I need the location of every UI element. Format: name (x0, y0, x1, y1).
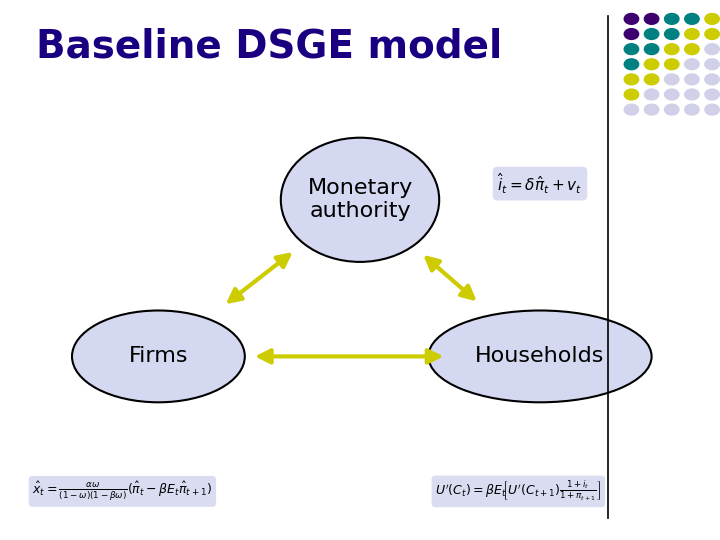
Text: Households: Households (475, 346, 605, 367)
Circle shape (705, 89, 719, 100)
Circle shape (644, 59, 659, 70)
Text: $\hat{x}_t = \frac{\alpha\omega}{(1-\omega)(1-\beta\omega)}(\hat{\pi}_t - \beta : $\hat{x}_t = \frac{\alpha\omega}{(1-\ome… (32, 480, 212, 503)
Circle shape (705, 104, 719, 115)
Circle shape (685, 29, 699, 39)
Circle shape (665, 44, 679, 55)
Circle shape (705, 29, 719, 39)
Ellipse shape (281, 138, 439, 262)
Text: Baseline DSGE model: Baseline DSGE model (36, 27, 503, 65)
Circle shape (665, 29, 679, 39)
Circle shape (624, 44, 639, 55)
Circle shape (644, 89, 659, 100)
Circle shape (624, 14, 639, 24)
Circle shape (665, 104, 679, 115)
Circle shape (665, 59, 679, 70)
Circle shape (685, 89, 699, 100)
Circle shape (685, 74, 699, 85)
Circle shape (705, 59, 719, 70)
Text: Monetary
authority: Monetary authority (307, 178, 413, 221)
Circle shape (705, 74, 719, 85)
Circle shape (644, 14, 659, 24)
Circle shape (624, 104, 639, 115)
Circle shape (665, 89, 679, 100)
Circle shape (644, 104, 659, 115)
Circle shape (665, 14, 679, 24)
Ellipse shape (72, 310, 245, 402)
Circle shape (624, 59, 639, 70)
Circle shape (624, 74, 639, 85)
Text: $\hat{i}_t = \delta\hat{\pi}_t + v_t$: $\hat{i}_t = \delta\hat{\pi}_t + v_t$ (498, 171, 582, 196)
Ellipse shape (428, 310, 652, 402)
Circle shape (685, 44, 699, 55)
Circle shape (624, 29, 639, 39)
Circle shape (685, 14, 699, 24)
Circle shape (644, 44, 659, 55)
Text: Firms: Firms (129, 346, 188, 367)
Circle shape (685, 59, 699, 70)
Circle shape (685, 104, 699, 115)
Circle shape (624, 89, 639, 100)
Text: $U'(C_t) = \beta E_t\!\left[U'(C_{t+1})\frac{1+i_t}{1+\pi_{t+1}}\right]$: $U'(C_t) = \beta E_t\!\left[U'(C_{t+1})\… (436, 480, 601, 503)
Circle shape (644, 29, 659, 39)
Circle shape (644, 74, 659, 85)
Circle shape (705, 14, 719, 24)
Circle shape (705, 44, 719, 55)
Circle shape (665, 74, 679, 85)
